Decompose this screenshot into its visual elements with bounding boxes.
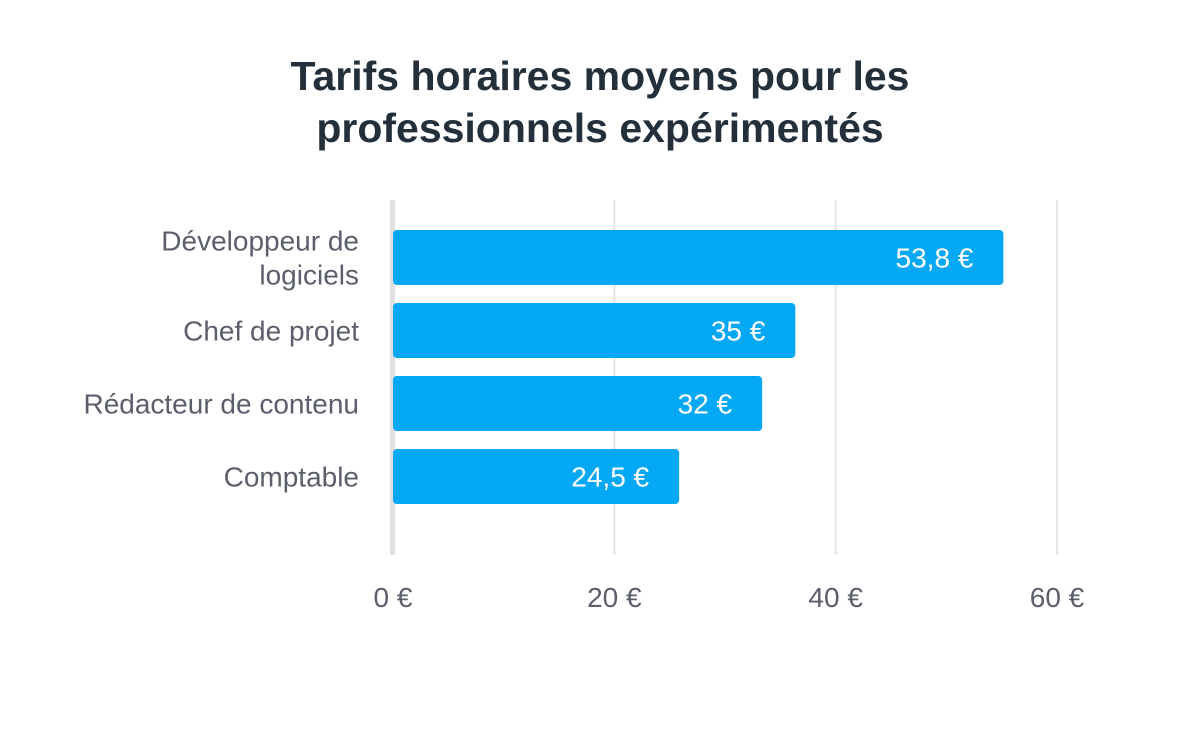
x-tick-label: 60 € — [1030, 582, 1085, 613]
bar — [393, 376, 763, 431]
category-label: Développeur de — [161, 226, 359, 257]
bar — [393, 449, 680, 504]
y-axis — [390, 200, 395, 555]
bar — [393, 303, 796, 358]
category-label: Rédacteur de contenu — [83, 389, 359, 420]
data-label: 24,5 € — [571, 462, 649, 493]
category-label: logiciels — [259, 260, 359, 291]
x-axis-ticks: 0 € 20 € 40 € 60 € — [374, 582, 1085, 613]
data-label: 35 € — [711, 316, 766, 347]
x-tick-label: 40 € — [808, 582, 863, 613]
bar — [393, 230, 1004, 285]
category-label: Comptable — [224, 462, 359, 493]
data-label: 53,8 € — [896, 243, 974, 274]
category-label: Chef de projet — [183, 316, 359, 347]
zero-axis-line — [390, 200, 395, 555]
chart-title: Tarifs horaires moyens pour les professi… — [0, 50, 1200, 154]
x-tick-label: 0 € — [374, 582, 413, 613]
chart-title-line-1: Tarifs horaires moyens pour les — [290, 53, 910, 99]
bars: 53,8 € 35 € 32 € 24,5 € — [393, 230, 1004, 504]
x-tick-label: 20 € — [587, 582, 642, 613]
data-label: 32 € — [678, 389, 733, 420]
chart-title-line-2: professionnels expérimentés — [316, 105, 884, 151]
